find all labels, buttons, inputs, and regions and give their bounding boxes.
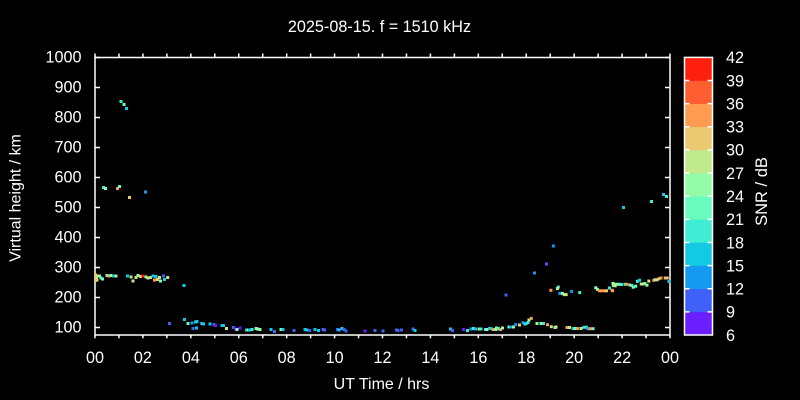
svg-text:18: 18	[726, 234, 744, 252]
svg-text:10: 10	[326, 349, 344, 367]
svg-text:1000: 1000	[45, 49, 81, 67]
svg-text:2025-08-15. f = 1510 kHz: 2025-08-15. f = 1510 kHz	[288, 18, 471, 36]
svg-text:100: 100	[54, 319, 81, 337]
svg-text:400: 400	[54, 229, 81, 247]
svg-text:30: 30	[726, 142, 744, 160]
svg-text:12: 12	[726, 281, 744, 299]
svg-text:06: 06	[230, 349, 248, 367]
svg-text:22: 22	[613, 349, 631, 367]
svg-text:800: 800	[54, 109, 81, 127]
svg-text:02: 02	[134, 349, 152, 367]
svg-text:33: 33	[726, 119, 744, 137]
svg-text:900: 900	[54, 79, 81, 97]
svg-text:500: 500	[54, 199, 81, 217]
svg-text:SNR / dB: SNR / dB	[753, 157, 771, 226]
svg-text:6: 6	[726, 327, 735, 345]
svg-text:36: 36	[726, 95, 744, 113]
svg-text:39: 39	[726, 72, 744, 90]
svg-text:16: 16	[469, 349, 487, 367]
svg-text:20: 20	[565, 349, 583, 367]
svg-text:42: 42	[726, 49, 744, 67]
svg-text:15: 15	[726, 257, 744, 275]
svg-text:9: 9	[726, 304, 735, 322]
svg-text:27: 27	[726, 165, 744, 183]
svg-text:300: 300	[54, 259, 81, 277]
svg-text:700: 700	[54, 139, 81, 157]
svg-text:08: 08	[278, 349, 296, 367]
svg-text:00: 00	[86, 349, 104, 367]
svg-text:14: 14	[421, 349, 439, 367]
svg-text:600: 600	[54, 169, 81, 187]
svg-text:Virtual height / km: Virtual height / km	[8, 134, 25, 262]
svg-text:21: 21	[726, 211, 744, 229]
svg-text:00: 00	[661, 349, 679, 367]
svg-text:12: 12	[373, 349, 391, 367]
svg-text:18: 18	[517, 349, 535, 367]
svg-text:24: 24	[726, 188, 744, 206]
svg-text:UT Time / hrs: UT Time / hrs	[334, 376, 430, 393]
svg-text:200: 200	[54, 289, 81, 307]
svg-text:04: 04	[182, 349, 200, 367]
